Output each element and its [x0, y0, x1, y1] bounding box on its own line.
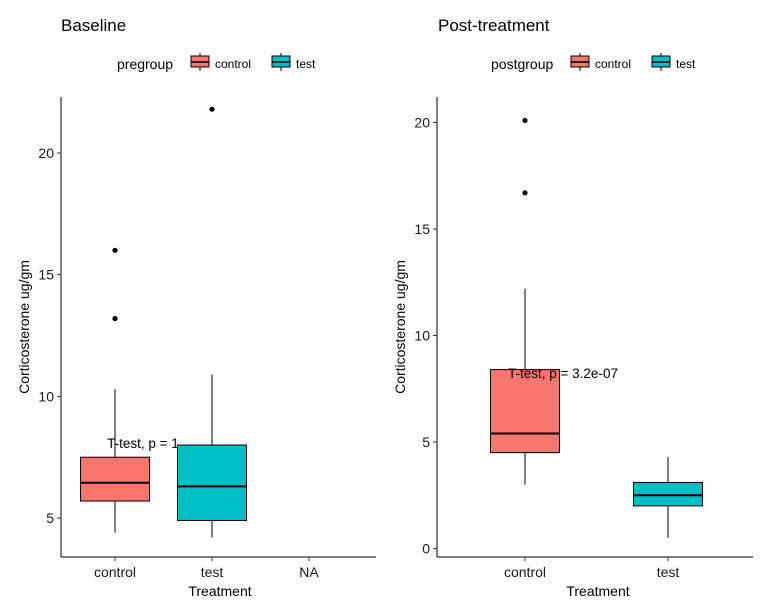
- outlier-point: [522, 190, 528, 196]
- x-tick-label: control: [94, 564, 136, 580]
- legend-title: postgroup: [491, 56, 553, 72]
- x-tick-label: NA: [299, 564, 319, 580]
- y-axis-label: Corticosterone ug/gm: [16, 260, 32, 394]
- y-tick-label: 5: [46, 510, 54, 526]
- y-tick-label: 20: [38, 145, 54, 161]
- legend-key-test: [271, 53, 291, 71]
- y-tick-label: 5: [422, 434, 430, 450]
- x-axis-label: Treatment: [188, 583, 251, 599]
- outlier-point: [209, 106, 215, 112]
- x-axis-label: Treatment: [566, 583, 629, 599]
- y-tick-label: 0: [422, 540, 430, 556]
- y-axis-label: Corticosterone ug/gm: [392, 260, 408, 394]
- y-tick-label: 10: [414, 328, 430, 344]
- legend-label-test: test: [296, 57, 316, 71]
- y-tick-label: 20: [414, 115, 430, 131]
- y-tick-label: 15: [414, 221, 430, 237]
- x-tick-label: test: [201, 564, 224, 580]
- legend-key-test: [651, 53, 671, 71]
- legend-key-control: [570, 53, 590, 71]
- x-tick-label: control: [504, 564, 546, 580]
- box-iqr: [80, 456, 150, 502]
- panel-title: Baseline: [61, 16, 126, 35]
- box-control: [80, 247, 150, 533]
- legend-title: pregroup: [117, 56, 173, 72]
- box-test: [633, 456, 703, 538]
- outlier-point: [112, 315, 118, 322]
- ttest-annotation: T-test, p = 1: [107, 436, 179, 451]
- legend: pregroup control test: [117, 53, 316, 72]
- panel-post-treatment: Post-treatment postgroup control test 0 5 10 15…: [392, 16, 753, 599]
- outlier-point: [112, 247, 118, 253]
- legend: postgroup control test: [491, 53, 696, 72]
- box-iqr: [177, 444, 247, 521]
- x-tick-label: test: [657, 564, 680, 580]
- y-tick-label: 10: [38, 388, 54, 404]
- panel-baseline: Baseline pregroup control test 5 10 15 20 contro…: [16, 16, 376, 599]
- box-test: [177, 106, 247, 538]
- box-iqr: [633, 481, 703, 507]
- legend-label-control: control: [215, 57, 251, 71]
- legend-label-test: test: [676, 57, 696, 71]
- legend-label-control: control: [595, 57, 631, 71]
- legend-key-control: [190, 53, 210, 71]
- box-control: [490, 117, 560, 485]
- y-tick-label: 15: [38, 267, 54, 283]
- panel-title: Post-treatment: [438, 16, 550, 35]
- ttest-annotation: T-test, p = 3.2e-07: [508, 366, 618, 381]
- outlier-point: [522, 117, 528, 124]
- box-iqr: [490, 369, 560, 454]
